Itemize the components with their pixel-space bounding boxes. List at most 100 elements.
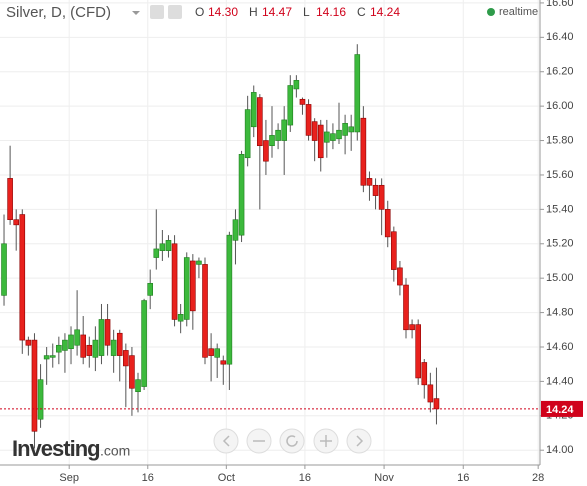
candle-body <box>269 135 275 147</box>
candle-body <box>135 379 141 393</box>
candle-body <box>37 379 44 420</box>
candle-body <box>110 339 117 356</box>
icon <box>320 435 332 447</box>
candle-body <box>305 104 312 136</box>
ohlc-value: 14.30 <box>208 5 238 19</box>
x-tick-label: Sep <box>59 472 79 484</box>
candle-body <box>159 243 166 251</box>
candle-body <box>19 214 26 341</box>
ohlc-value: 14.24 <box>370 5 400 19</box>
y-tick-label: 15.40 <box>546 203 574 215</box>
y-tick-label: 15.60 <box>546 169 574 181</box>
candle-body <box>214 348 220 358</box>
candle-body <box>104 319 111 346</box>
last-price-label: 14.24 <box>546 404 574 416</box>
candle-body <box>299 98 306 105</box>
ohlc-value: 14.16 <box>316 5 346 19</box>
candle-body <box>86 344 93 356</box>
candle-body <box>153 248 160 258</box>
candle-body <box>342 123 348 136</box>
candle-body <box>177 314 184 322</box>
y-tick-label: 16.60 <box>546 0 574 9</box>
candle-body <box>378 184 385 210</box>
x-tick-label: 16 <box>457 472 469 484</box>
y-tick-label: 16.40 <box>546 31 574 43</box>
candle-body <box>397 267 403 286</box>
candle-body <box>324 131 330 143</box>
ohlc-label: O <box>195 5 204 19</box>
y-tick-label: 14.60 <box>546 341 574 353</box>
y-tick-label: 15.20 <box>546 238 574 250</box>
candle-body <box>317 124 324 159</box>
settings-icon[interactable] <box>168 5 182 19</box>
back-button[interactable] <box>213 428 239 454</box>
status-dot <box>487 8 495 16</box>
y-tick-label: 16.20 <box>546 66 574 78</box>
candle-body <box>190 260 196 312</box>
candle-body <box>275 129 281 141</box>
icon <box>356 435 364 447</box>
candle-body <box>183 257 190 320</box>
candle-body <box>7 178 13 220</box>
y-tick-label: 16.00 <box>546 100 574 112</box>
ohlc-label: H <box>249 5 258 19</box>
status: realtime <box>499 6 538 18</box>
candle-body <box>336 129 342 140</box>
eye-icon[interactable] <box>150 5 164 19</box>
candle-body <box>311 121 318 141</box>
y-tick-label: 15.80 <box>546 134 574 146</box>
candle-body <box>433 398 440 410</box>
candle-body <box>13 219 20 226</box>
candle-body <box>238 154 245 236</box>
x-tick-label: Nov <box>374 472 394 484</box>
y-tick-label: 14.00 <box>546 444 574 456</box>
candle-body <box>56 344 62 353</box>
candle-body <box>244 109 251 159</box>
logo: Investing <box>12 436 100 461</box>
candle-body <box>92 339 99 358</box>
candle-body <box>391 231 397 270</box>
candle-body <box>43 355 50 360</box>
candle-body <box>384 209 391 238</box>
candle-body <box>68 334 74 350</box>
candle-body <box>250 92 257 128</box>
ohlc-label: L <box>303 5 310 19</box>
candle-body <box>281 119 287 141</box>
zoom-controls <box>213 428 372 454</box>
candle-body <box>287 85 294 126</box>
candle-body <box>366 178 373 186</box>
candle-body <box>25 339 32 346</box>
candle-body <box>354 54 361 133</box>
candle-body <box>220 360 227 365</box>
forward-button[interactable] <box>346 428 372 454</box>
candle-body <box>348 126 354 133</box>
dropdown-arrow[interactable] <box>132 11 140 15</box>
candle-body <box>62 339 68 351</box>
logo-suffix: .com <box>100 443 130 459</box>
x-tick-label: Oct <box>218 472 235 484</box>
ohlc-readout: O 14.30 H 14.47 L 14.16 C 14.24 <box>195 5 400 19</box>
candle-body <box>165 240 172 251</box>
candle-body <box>403 284 409 331</box>
ohlc-value: 14.47 <box>262 5 292 19</box>
candle-body <box>421 362 428 386</box>
x-tick-label: 28 <box>532 472 544 484</box>
y-tick-label: 15.00 <box>546 272 574 284</box>
symbol[interactable]: Silver, D, (CFD) <box>6 4 111 21</box>
candle-body <box>98 319 105 356</box>
ohlc-label: C <box>357 5 366 19</box>
candle-body <box>208 348 214 356</box>
candle-body <box>1 243 7 296</box>
candle-body <box>202 264 208 358</box>
candle-body <box>49 355 56 358</box>
x-tick-label: 16 <box>142 472 154 484</box>
candle-body <box>372 184 379 196</box>
y-tick-label: 14.80 <box>546 306 574 318</box>
candle-body <box>257 97 263 147</box>
reset-button[interactable] <box>279 428 305 454</box>
candle-body <box>330 133 336 141</box>
candle-body <box>31 339 38 432</box>
candle-body <box>141 300 147 387</box>
